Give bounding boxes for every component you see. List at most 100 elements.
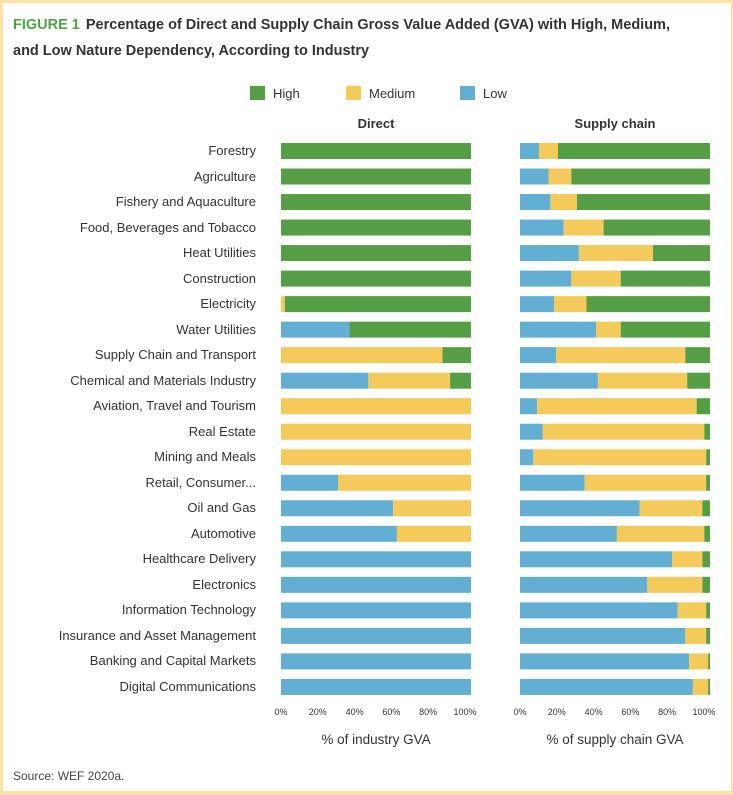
legend-label-medium: Medium [369,85,416,101]
bar-supply-chain-oil-and-gas-medium [639,500,703,517]
bar-direct-electricity-medium [281,296,285,313]
legend-item-high: High [250,85,300,101]
x-tick-direct-4: 80% [419,707,438,717]
bar-supply-chain-information-technology-low [520,602,678,619]
category-label-banking-and-capital-markets: Banking and Capital Markets [89,653,256,669]
bar-supply-chain-electronics-low [520,576,648,593]
bar-supply-chain-digital-communications-high [708,678,710,695]
bar-direct-heat-utilities-high [281,245,471,262]
bar-supply-chain-insurance-and-asset-management-low [520,627,686,644]
bar-supply-chain-automotive-low [520,525,617,542]
category-label-insurance-and-asset-management: Insurance and Asset Management [58,627,256,643]
legend-label-low: Low [483,85,507,101]
bar-supply-chain-construction-medium [571,270,621,287]
bar-supply-chain-supply-chain-and-transport-high [685,347,710,364]
bar-direct-food-beverages-and-tobacco-high [281,219,471,236]
bar-supply-chain-food-beverages-and-tobacco-high [603,219,710,236]
bar-supply-chain-retail-consumer-low [520,474,585,491]
bar-supply-chain-healthcare-delivery-medium [672,551,703,568]
bar-supply-chain-forestry-medium [539,143,558,159]
bar-supply-chain-fishery-and-aquaculture-low [520,194,551,211]
bar-supply-chain-real-estate-medium [542,423,705,440]
category-label-electricity: Electricity [200,296,256,312]
bar-direct-agriculture-high [281,168,471,185]
bar-supply-chain-water-utilities-medium [596,321,621,338]
bar-supply-chain-fishery-and-aquaculture-high [577,194,710,211]
bar-direct-real-estate-medium [281,423,471,440]
bar-supply-chain-oil-and-gas-low [520,500,640,517]
bar-direct-insurance-and-asset-management-low [281,627,471,644]
x-tick-supply-chain-0: 0% [513,707,527,717]
bar-supply-chain-mining-and-meals-medium [533,449,707,466]
bar-supply-chain-healthcare-delivery-low [520,551,672,568]
category-label-real-estate: Real Estate [188,423,256,439]
x-tick-supply-chain-5: 100% [692,707,716,717]
x-axis-title-direct: % of industry GVA [321,732,431,747]
bar-supply-chain-agriculture-medium [548,168,572,185]
x-tick-direct-1: 20% [308,707,327,717]
bar-supply-chain-retail-consumer-high [706,474,710,491]
bar-direct-mining-and-meals-medium [281,449,471,466]
panel-title-supply-chain: Supply chain [574,116,656,131]
x-tick-direct-2: 40% [345,707,364,717]
bar-direct-oil-and-gas-medium [393,500,471,517]
category-label-forestry: Forestry [208,143,256,158]
bar-supply-chain-digital-communications-medium [692,678,709,695]
bar-supply-chain-automotive-medium [616,525,705,542]
bar-direct-retail-consumer-low [281,474,338,491]
bar-supply-chain-mining-and-meals-low [520,449,534,466]
title-line-2: and Low Nature Dependency, According to … [13,43,370,59]
bar-supply-chain-supply-chain-and-transport-medium [556,347,686,364]
bar-supply-chain-mining-and-meals-high [706,449,710,466]
bar-supply-chain-fishery-and-aquaculture-medium [550,194,577,211]
category-label-chemical-and-materials-industry: Chemical and Materials Industry [70,372,256,388]
legend-swatch-medium [346,86,361,100]
category-label-construction: Construction [183,270,256,286]
category-label-agriculture: Agriculture [193,168,256,184]
bar-direct-information-technology-low [281,602,471,619]
bar-direct-electricity-high [284,296,471,313]
bar-supply-chain-electronics-high [702,576,710,593]
x-tick-supply-chain-2: 40% [584,707,603,717]
bar-direct-supply-chain-and-transport-high [442,347,471,364]
bar-direct-water-utilities-low [281,321,350,338]
bar-supply-chain-real-estate-low [520,423,543,440]
category-label-water-utilities: Water Utilities [176,321,256,337]
bar-direct-supply-chain-and-transport-medium [281,347,443,364]
bar-supply-chain-forestry-high [558,143,710,159]
figure-title: FIGURE 1 Percentage of Direct and Supply … [13,12,733,64]
bar-supply-chain-food-beverages-and-tobacco-medium [563,219,604,236]
bar-supply-chain-retail-consumer-medium [584,474,707,491]
bar-supply-chain-oil-and-gas-high [702,500,710,517]
bar-supply-chain-construction-high [620,270,710,287]
bar-supply-chain-chemical-and-materials-industry-high [687,372,710,389]
bar-supply-chain-aviation-travel-and-tourism-low [520,398,538,415]
x-tick-direct-5: 100% [453,707,477,717]
bar-supply-chain-electricity-low [520,296,555,313]
bar-supply-chain-forestry-low [520,143,539,159]
bar-direct-digital-communications-low [281,678,471,695]
category-label-food-beverages-and-tobacco: Food, Beverages and Tobacco [79,219,256,235]
bar-supply-chain-aviation-travel-and-tourism-medium [537,398,697,415]
legend-swatch-low [460,86,475,100]
bar-supply-chain-chemical-and-materials-industry-low [520,372,598,389]
bar-supply-chain-agriculture-high [571,168,710,185]
category-label-oil-and-gas: Oil and Gas [187,500,256,516]
bar-direct-automotive-low [281,525,397,542]
category-label-information-technology: Information Technology [121,602,256,618]
bar-supply-chain-information-technology-medium [677,602,707,619]
x-tick-supply-chain-4: 80% [658,707,677,717]
bar-supply-chain-insurance-and-asset-management-high [706,627,710,644]
bar-supply-chain-agriculture-low [520,168,549,185]
bar-supply-chain-heat-utilities-low [520,245,579,262]
bar-supply-chain-chemical-and-materials-industry-medium [597,372,688,389]
bar-supply-chain-heat-utilities-high [653,245,710,262]
bar-direct-construction-high [281,270,471,287]
category-label-digital-communications: Digital Communications [119,678,256,694]
category-label-electronics: Electronics [192,576,256,592]
bar-supply-chain-healthcare-delivery-high [702,551,710,568]
bar-direct-chemical-and-materials-industry-low [281,372,369,389]
legend-item-medium: Medium [346,85,415,101]
